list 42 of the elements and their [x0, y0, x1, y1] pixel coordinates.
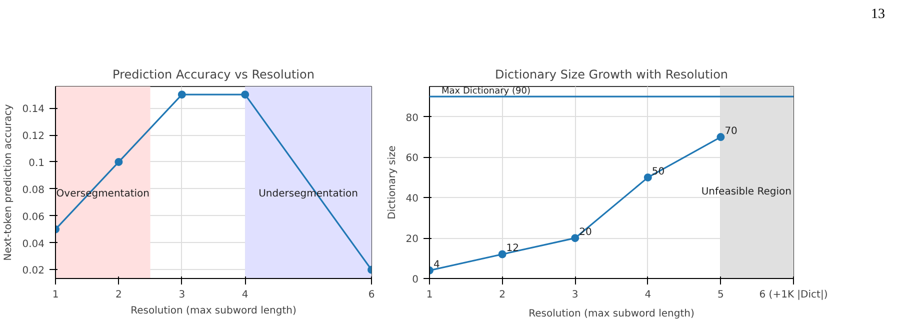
point	[498, 250, 506, 258]
point	[644, 173, 652, 182]
y-tick-label: 0.02	[22, 266, 44, 277]
x-tick-label: 5	[718, 290, 724, 300]
y-axis-title: Next-token prediction accuracy	[3, 104, 14, 261]
point	[716, 133, 725, 142]
point	[241, 90, 250, 99]
point	[114, 158, 123, 166]
x-tick-label: 1	[52, 290, 59, 300]
x-tick-label: 3	[572, 290, 578, 300]
ref-line-label: Max Dictionary (90)	[442, 86, 530, 97]
point	[571, 234, 580, 242]
x-tick-label: 1	[426, 290, 433, 300]
y-tick-label: 0.06	[22, 212, 44, 223]
y-tick-label: 0	[412, 274, 419, 286]
y-tick-label: 60	[406, 153, 419, 164]
x-tick-label: 2	[116, 290, 122, 300]
data-label: 4	[434, 259, 440, 270]
chart-title: Prediction Accuracy vs Resolution	[112, 68, 314, 82]
x-tick-label: 2	[499, 290, 506, 300]
y-tick-label: 0.08	[22, 184, 44, 196]
y-tick-label: 0.14	[22, 104, 44, 116]
x-tick-label: 3	[178, 290, 186, 300]
x-axis-title: Resolution (max subword length)	[528, 308, 694, 320]
y-axis-title: Dictionary size	[386, 146, 398, 220]
data-label: 12	[506, 243, 520, 254]
text: 13	[871, 7, 885, 22]
x-axis-title: Resolution (max subword length)	[130, 306, 296, 316]
y-tick-label: 40	[406, 194, 419, 205]
data-label: 70	[724, 126, 738, 138]
x-tick-label: 4	[242, 290, 248, 300]
x-tick-label: 4	[644, 290, 652, 300]
x-tick-label: 6 (+1K |Dict|)	[759, 290, 828, 300]
point	[178, 90, 186, 99]
y-tick-label: 0.04	[22, 238, 44, 250]
y-tick-label: 80	[406, 112, 419, 124]
x-tick-label: 6	[368, 290, 375, 300]
y-tick-label: 20	[406, 234, 419, 246]
y-tick-label: 0.12	[22, 131, 44, 142]
chart-title: Dictionary Size Growth with Resolution	[494, 68, 728, 82]
band-label: Unfeasible Region	[701, 186, 792, 198]
y-tick-label: 0.1	[28, 158, 45, 169]
